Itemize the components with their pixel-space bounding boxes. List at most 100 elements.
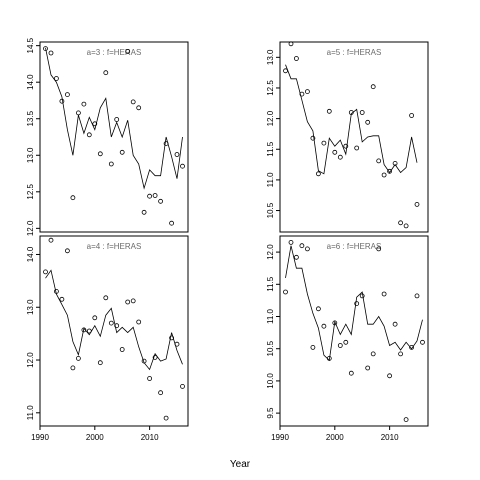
data-point [125, 49, 131, 54]
data-point [376, 158, 382, 164]
x-tick-label: 2010 [381, 433, 399, 442]
data-point [92, 315, 98, 321]
data-point [130, 298, 136, 304]
data-point [86, 328, 92, 334]
data-point [398, 220, 404, 226]
data-point [387, 373, 393, 379]
y-tick-label: 9.5 [266, 407, 275, 419]
data-point [370, 84, 376, 90]
data-point [321, 323, 327, 329]
data-point [48, 237, 54, 243]
data-point [381, 291, 387, 297]
panel-frame [39, 235, 189, 427]
data-point [119, 347, 125, 352]
data-point [365, 119, 371, 125]
data-point [180, 163, 185, 169]
data-point [293, 56, 299, 61]
data-point [343, 143, 349, 149]
data-point [54, 76, 59, 81]
data-point [304, 89, 310, 94]
data-point [163, 415, 169, 421]
y-tick-label: 12.0 [26, 352, 35, 368]
data-point [332, 149, 338, 155]
panel-title: a=6 : f=HERAS [327, 242, 382, 251]
data-point [130, 99, 136, 105]
data-point [108, 320, 114, 326]
data-point [114, 117, 120, 122]
data-point [310, 344, 316, 350]
data-point [136, 319, 142, 325]
x-axis-label: Year [230, 459, 251, 470]
panel-title: a=3 : f=HERAS [87, 48, 142, 57]
data-point [174, 341, 180, 347]
fitted-line [285, 64, 418, 175]
y-tick-label: 12.0 [266, 110, 275, 126]
fitted-line [45, 269, 183, 371]
data-point [315, 306, 321, 312]
data-point [337, 154, 343, 160]
data-point [169, 335, 175, 341]
data-point [365, 365, 371, 371]
fitted-line [285, 245, 423, 362]
data-point [141, 209, 147, 215]
data-point [147, 376, 153, 381]
data-point [86, 132, 92, 138]
y-tick-label: 11.5 [266, 141, 275, 157]
data-point [43, 269, 48, 275]
data-point [392, 160, 398, 166]
data-point [332, 320, 338, 326]
data-point [381, 172, 387, 178]
data-point [315, 171, 321, 177]
data-point [359, 293, 365, 299]
data-point [288, 239, 294, 245]
data-point [359, 110, 365, 115]
data-point [370, 351, 376, 357]
data-point [158, 390, 164, 396]
panel-frame [279, 235, 429, 427]
data-point [354, 145, 360, 151]
data-point [65, 248, 70, 254]
panel-frame [279, 41, 429, 233]
y-tick-label: 11.5 [266, 276, 275, 292]
data-point [141, 358, 147, 364]
data-point [152, 354, 158, 360]
data-point [326, 108, 332, 114]
data-point [392, 321, 398, 327]
data-point [337, 343, 343, 348]
data-point [387, 168, 393, 174]
data-point [310, 135, 316, 141]
data-point [398, 351, 404, 357]
data-point [174, 152, 180, 157]
data-point [103, 70, 109, 76]
data-point [283, 68, 288, 74]
data-point [409, 113, 415, 118]
y-tick-label: 12.0 [266, 244, 275, 260]
data-point [76, 110, 81, 116]
data-point [54, 288, 59, 294]
x-tick-label: 2000 [326, 433, 344, 442]
data-point [81, 327, 87, 333]
panel-4: a=6 : f=HERAS 9.5 10.0 10.5 11.0 11.5 12.0 1990… [266, 235, 429, 442]
data-point [288, 41, 294, 47]
data-point [304, 246, 310, 252]
data-point [180, 383, 185, 389]
data-point [403, 223, 409, 229]
data-point [152, 193, 158, 198]
data-point [92, 121, 98, 127]
x-tick-label: 2000 [86, 433, 104, 442]
panel-title: a=4 : f=HERAS [87, 242, 142, 251]
panel-title: a=5 : f=HERAS [327, 48, 382, 57]
y-tick-label: 14.0 [26, 246, 35, 262]
y-tick-label: 10.5 [266, 202, 275, 218]
x-tick-label: 1990 [271, 433, 289, 442]
panel-2: a=5 : f=HERAS 10.5 11.0 11.5 12.0 12.5 13.0 [266, 41, 429, 233]
y-tick-label: 11.0 [26, 405, 35, 421]
panel-3: a=4 : f=HERAS 11.0 12.0 13.0 14.0 1990 2000 201… [26, 235, 189, 442]
data-point [59, 98, 65, 104]
data-point [136, 105, 142, 111]
data-point [108, 161, 114, 167]
y-tick-label: 13.0 [26, 147, 35, 163]
y-tick-label: 13.0 [26, 299, 35, 315]
y-tick-label: 11.0 [266, 172, 275, 188]
